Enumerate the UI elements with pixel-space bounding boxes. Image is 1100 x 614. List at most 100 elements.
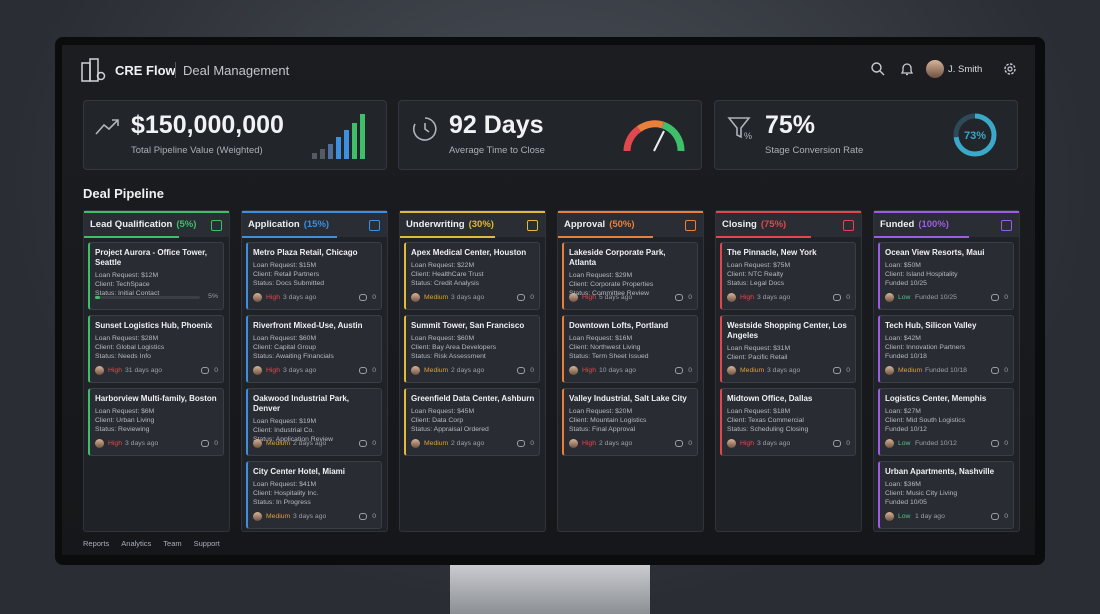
deal-detail: Loan: $42M — [885, 335, 921, 342]
settings-icon[interactable] — [1003, 62, 1017, 76]
column-share: (50%) — [609, 219, 635, 230]
section-title: Deal Management — [183, 63, 290, 78]
comment-count: 0 — [846, 440, 850, 447]
deal-detail: Loan Request: $6M — [95, 408, 155, 415]
column-accent — [558, 236, 653, 238]
brand: CRE Flow — [115, 63, 176, 78]
deal-age: 2 days ago — [451, 367, 485, 374]
deal-detail: Status: Application Review — [253, 436, 334, 443]
deal-card[interactable]: Valley Industrial, Salt Lake City Loan Re… — [562, 388, 698, 456]
deal-card[interactable]: Summit Tower, San Francisco Loan Request:… — [404, 315, 540, 383]
owner-avatar — [727, 293, 736, 302]
owner-avatar — [727, 366, 736, 375]
deal-detail: Client: NTC Realty — [727, 271, 784, 278]
deal-title: Westside Shopping Center, Los Angeles — [727, 321, 847, 340]
deal-card[interactable]: Project Aurora - Office Tower, Seattle Lo… — [88, 242, 224, 310]
deal-detail: Loan Request: $12M — [95, 272, 159, 279]
kpi-card: % 75% Stage Conversion Rate 73% — [714, 100, 1018, 170]
deal-meta: Low Funded 10/12 0 — [885, 439, 1008, 449]
deal-age: 2 days ago — [293, 440, 327, 447]
deal-title: Metro Plaza Retail, Chicago — [253, 248, 358, 257]
deal-title: Valley Industrial, Salt Lake City — [569, 394, 687, 403]
column-header: Lead Qualification (5%) — [84, 211, 229, 237]
deal-detail: Funded 10/18 — [885, 353, 927, 360]
deal-card[interactable]: The Pinnacle, New York Loan Request: $75M… — [720, 242, 856, 310]
deal-detail: Loan Request: $18M — [727, 408, 791, 415]
comment-icon — [359, 440, 367, 447]
deal-detail: Loan: $50M — [885, 262, 921, 269]
screen: CRE Flow Deal Management J. Smith $150,0… — [62, 45, 1035, 555]
deal-card[interactable]: Ocean View Resorts, Maui Loan: $50M Client… — [878, 242, 1014, 310]
column-accent — [84, 236, 179, 238]
deal-title: Tech Hub, Silicon Valley — [885, 321, 977, 330]
owner-avatar — [253, 512, 262, 521]
footer-link[interactable]: Analytics — [121, 539, 152, 548]
footer-link[interactable]: Support — [193, 539, 220, 548]
kpi-label: Average Time to Close — [449, 145, 545, 156]
deal-title: Urban Apartments, Nashville — [885, 467, 995, 476]
search-icon[interactable] — [870, 61, 886, 77]
deal-detail: Client: Island Hospitality — [885, 271, 958, 278]
deal-detail: Funded 10/12 — [885, 426, 927, 433]
column-icon — [843, 220, 854, 231]
notification-icon[interactable] — [899, 61, 915, 77]
deal-card[interactable]: Riverfront Mixed-Use, Austin Loan Request… — [246, 315, 382, 383]
comment-icon — [517, 440, 525, 447]
owner-avatar — [885, 366, 894, 375]
owner-avatar — [569, 293, 578, 302]
kpi-card: 92 Days Average Time to Close — [398, 100, 702, 170]
deal-card[interactable]: Sunset Logistics Hub, Phoenix Loan Reques… — [88, 315, 224, 383]
comment-icon — [991, 367, 999, 374]
user-name[interactable]: J. Smith — [948, 64, 983, 75]
deal-card[interactable]: Greenfield Data Center, Ashburn Loan Requ… — [404, 388, 540, 456]
deal-card[interactable]: Harborview Multi-family, Boston Loan Requ… — [88, 388, 224, 456]
deal-card[interactable]: City Center Hotel, Miami Loan Request: $4… — [246, 461, 382, 529]
logo — [81, 58, 106, 82]
column-header: Approval (50%) — [558, 211, 703, 237]
deal-detail: Status: Needs Info — [95, 353, 151, 360]
comment-icon — [991, 513, 999, 520]
deal-meta: High 5 days ago 0 — [569, 293, 692, 303]
deal-meta: High 10 days ago 0 — [569, 366, 692, 376]
deal-meta: High 3 days ago 0 — [253, 366, 376, 376]
deal-title: Oakwood Industrial Park, Denver — [253, 394, 350, 413]
column-title: Underwriting — [406, 219, 465, 230]
priority: Low — [898, 294, 911, 301]
deal-detail: Status: Legal Docs — [727, 280, 785, 287]
footer-link[interactable]: Team — [163, 539, 182, 548]
priority: Medium — [424, 440, 449, 447]
deal-meta: High 3 days ago 0 — [727, 293, 850, 303]
deal-card[interactable]: Lakeside Corporate Park, Atlanta Loan Req… — [562, 242, 698, 310]
deal-title: City Center Hotel, Miami — [253, 467, 346, 476]
priority: Medium — [740, 367, 765, 374]
column-title: Funded — [880, 219, 915, 230]
deal-detail: Loan Request: $41M — [253, 481, 317, 488]
deal-card[interactable]: Metro Plaza Retail, Chicago Loan Request:… — [246, 242, 382, 310]
user-avatar[interactable] — [926, 60, 944, 78]
deal-detail: Loan Request: $28M — [95, 335, 159, 342]
priority: High — [740, 440, 754, 447]
footer-link[interactable]: Reports — [83, 539, 110, 548]
deal-card[interactable]: Tech Hub, Silicon Valley Loan: $42M Client… — [878, 315, 1014, 383]
divider — [175, 62, 176, 78]
deal-card[interactable]: Westside Shopping Center, Los Angeles Loa… — [720, 315, 856, 383]
deal-card[interactable]: Midtown Office, Dallas Loan Request: $18M… — [720, 388, 856, 456]
column-title: Closing — [722, 219, 757, 230]
deal-title: Apex Medical Center, Houston — [411, 248, 527, 257]
deal-card[interactable]: Downtown Lofts, Portland Loan Request: $1… — [562, 315, 698, 383]
column-title: Approval — [564, 219, 606, 230]
deal-card[interactable]: Oakwood Industrial Park, Denver Loan Requ… — [246, 388, 382, 456]
comment-count: 0 — [530, 440, 534, 447]
deal-card[interactable]: Urban Apartments, Nashville Loan: $36M Cli… — [878, 461, 1014, 529]
footer-links: Reports Analytics Team Support — [83, 539, 232, 548]
deal-card[interactable]: Apex Medical Center, Houston Loan Request… — [404, 242, 540, 310]
funnel-icon: % — [727, 117, 752, 141]
comment-count: 0 — [688, 367, 692, 374]
progress-row: 5% — [95, 293, 218, 303]
deal-age: 3 days ago — [283, 367, 317, 374]
comment-count: 0 — [372, 367, 376, 374]
pipeline-column: Underwriting (30%) Apex Medical Center, Ho… — [399, 210, 546, 532]
owner-avatar — [885, 439, 894, 448]
deal-card[interactable]: Logistics Center, Memphis Loan: $27M Clien… — [878, 388, 1014, 456]
comment-count: 0 — [1004, 440, 1008, 447]
